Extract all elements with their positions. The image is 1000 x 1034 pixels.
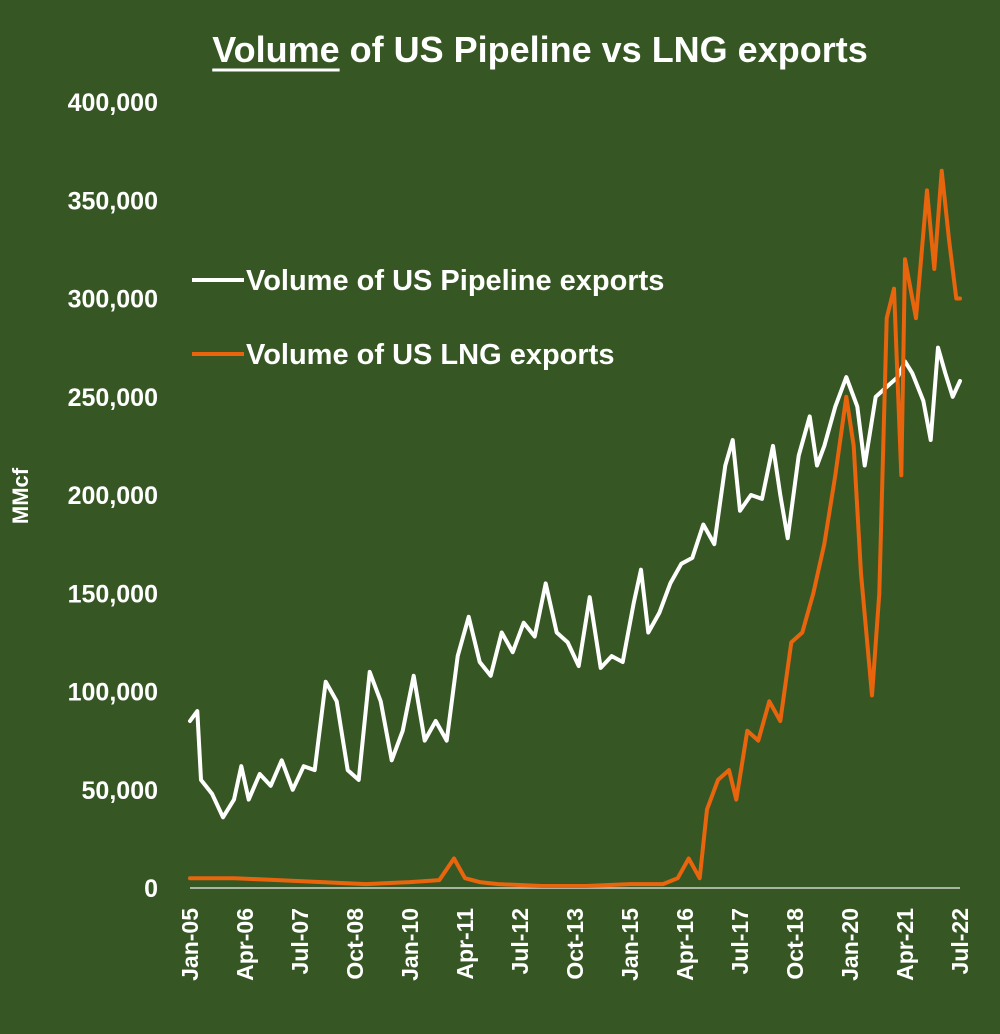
legend: Volume of US Pipeline exports Volume of U… (192, 265, 664, 371)
y-tick-label: 100,000 (68, 679, 158, 707)
y-tick-label: 300,000 (68, 286, 158, 314)
plot-area (188, 168, 962, 888)
title-rest: of US Pipeline vs LNG exports (340, 29, 868, 70)
x-tick-label: Apr-16 (672, 908, 698, 981)
y-tick-label: 200,000 (68, 482, 158, 510)
x-tick-label: Jul-22 (947, 908, 973, 974)
series-line-pipeline (188, 345, 962, 820)
y-axis: 0 50,000 100,000 150,000 200,000 250,000 300,0… (68, 89, 158, 903)
y-tick-label: 250,000 (68, 384, 158, 412)
x-tick-label: Oct-08 (342, 908, 368, 980)
y-tick-label: 150,000 (68, 580, 158, 608)
title-underlined-word: Volume (212, 29, 339, 70)
x-tick-label: Jan-20 (837, 908, 863, 981)
x-tick-label: Jul-12 (507, 908, 533, 974)
x-tick-label: Oct-13 (562, 908, 588, 980)
x-tick-label: Jul-17 (727, 908, 753, 974)
x-tick-label: Apr-21 (892, 908, 918, 981)
series-line-lng (188, 168, 962, 888)
x-tick-label: Jul-07 (287, 908, 313, 974)
x-tick-label: Jan-15 (617, 908, 643, 981)
legend-label: Volume of US LNG exports (246, 339, 614, 371)
y-tick-label: 0 (144, 875, 158, 903)
x-tick-label: Jan-05 (177, 908, 203, 981)
y-tick-label: 50,000 (82, 777, 158, 805)
x-tick-label: Apr-06 (232, 908, 258, 981)
chart-title: Volume of US Pipeline vs LNG exports (212, 29, 867, 70)
y-axis-label: MMcf (8, 467, 33, 524)
x-tick-label: Oct-18 (782, 908, 808, 980)
x-tick-label: Jan-10 (397, 908, 423, 981)
legend-label: Volume of US Pipeline exports (246, 265, 664, 297)
y-tick-label: 350,000 (68, 187, 158, 215)
x-tick-label: Apr-11 (452, 908, 478, 980)
y-tick-label: 400,000 (68, 89, 158, 117)
x-axis: Jan-05 Apr-06 Jul-07 Oct-08 Jan-10 Apr-11 Jul-… (177, 908, 973, 981)
